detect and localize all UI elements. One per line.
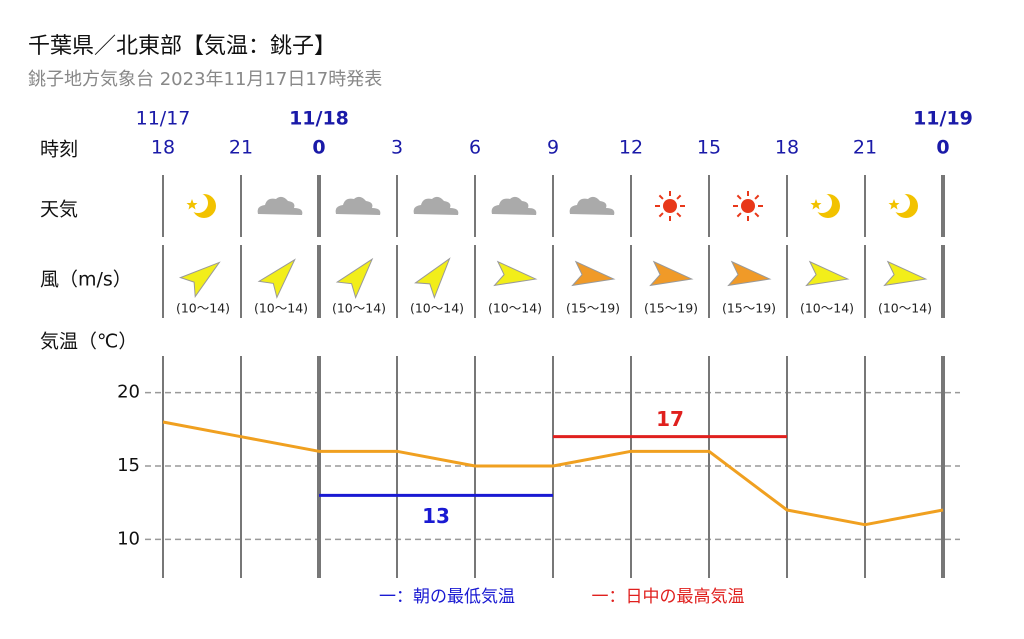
cloud bbox=[257, 196, 303, 215]
wind-speed: (10～14) bbox=[176, 301, 230, 316]
date-label: 11/19 bbox=[913, 108, 973, 130]
wind-speed: (10～14) bbox=[254, 301, 308, 316]
date-label: 11/17 bbox=[136, 108, 191, 130]
sun-ray bbox=[754, 212, 760, 218]
moon-cut bbox=[188, 193, 208, 213]
moon-cut bbox=[812, 193, 832, 213]
hour-label: 18 bbox=[151, 137, 175, 159]
star bbox=[810, 199, 822, 210]
weather-icon-sun bbox=[655, 191, 685, 221]
y-tick-label: 10 bbox=[117, 528, 140, 549]
sun-ray bbox=[754, 194, 760, 200]
sun-ray bbox=[676, 212, 682, 218]
wind-arrow bbox=[414, 257, 451, 300]
hour-label: 6 bbox=[469, 137, 481, 159]
weather-icon-cloud bbox=[413, 196, 459, 215]
range-value-label: 17 bbox=[656, 407, 684, 431]
hour-label: 0 bbox=[936, 137, 949, 159]
weather-icon-moon bbox=[888, 193, 918, 218]
cloud bbox=[491, 196, 537, 215]
wind-arrow bbox=[493, 260, 538, 287]
sun-ray bbox=[736, 194, 742, 200]
row-label: 風（m/s） bbox=[40, 269, 132, 291]
row-label: 時刻 bbox=[40, 139, 78, 161]
hour-label: 15 bbox=[697, 137, 721, 159]
wind-arrow bbox=[178, 261, 221, 298]
range-value-label: 13 bbox=[422, 504, 450, 528]
hour-label: 21 bbox=[229, 137, 253, 159]
sun bbox=[663, 199, 677, 213]
row-label: 気温（℃） bbox=[40, 331, 137, 353]
y-tick-label: 20 bbox=[117, 382, 140, 403]
weather-icon-cloud bbox=[257, 196, 303, 215]
star bbox=[888, 199, 900, 210]
weather-icon-moon bbox=[810, 193, 840, 218]
wind-speed: (15～19) bbox=[722, 301, 776, 316]
temperature-line bbox=[162, 420, 944, 527]
row-label: 天気 bbox=[40, 199, 78, 221]
wind-speed: (15～19) bbox=[644, 301, 698, 316]
sun-ray bbox=[658, 212, 664, 218]
star bbox=[186, 199, 198, 210]
sun-ray bbox=[658, 194, 664, 200]
cloud bbox=[413, 196, 459, 215]
date-label: 11/18 bbox=[289, 108, 349, 130]
cloud bbox=[335, 196, 381, 215]
wind-arrow bbox=[727, 260, 772, 287]
weather-icon-cloud bbox=[335, 196, 381, 215]
legend-entry: 一：朝の最低気温 bbox=[379, 587, 515, 607]
wind-speed: (10～14) bbox=[800, 301, 854, 316]
hour-label: 9 bbox=[547, 137, 559, 159]
wind-speed: (10～14) bbox=[332, 301, 386, 316]
cloud bbox=[569, 196, 615, 215]
moon-cut bbox=[890, 193, 910, 213]
wind-arrow bbox=[883, 260, 928, 287]
hour-label: 0 bbox=[312, 137, 325, 159]
hour-label: 3 bbox=[391, 137, 403, 159]
weather-icon-cloud bbox=[569, 196, 615, 215]
wind-arrow bbox=[649, 260, 694, 287]
wind-arrow bbox=[257, 258, 296, 299]
sun-ray bbox=[676, 194, 682, 200]
weather-icon-cloud bbox=[491, 196, 537, 215]
wind-speed: (15～19) bbox=[566, 301, 620, 316]
sun bbox=[741, 199, 755, 213]
wind-arrow bbox=[805, 260, 850, 287]
legend-entry: 一：日中の最高気温 bbox=[592, 587, 745, 607]
wind-arrow bbox=[335, 257, 374, 299]
wind-arrow bbox=[571, 260, 616, 287]
wind-speed: (10～14) bbox=[488, 301, 542, 316]
hour-label: 21 bbox=[853, 137, 877, 159]
wind-speed: (10～14) bbox=[410, 301, 464, 316]
hour-label: 12 bbox=[619, 137, 643, 159]
subtitle: 銚子地方気象台 2023年11月17日17時発表 bbox=[28, 69, 382, 90]
weather-icon-moon bbox=[186, 193, 216, 218]
hour-label: 18 bbox=[775, 137, 799, 159]
sun-ray bbox=[736, 212, 742, 218]
weather-icon-sun bbox=[733, 191, 763, 221]
wind-speed: (10～14) bbox=[878, 301, 932, 316]
title: 千葉県／北東部【気温：銚子】 bbox=[28, 34, 336, 59]
y-tick-label: 15 bbox=[117, 455, 140, 476]
